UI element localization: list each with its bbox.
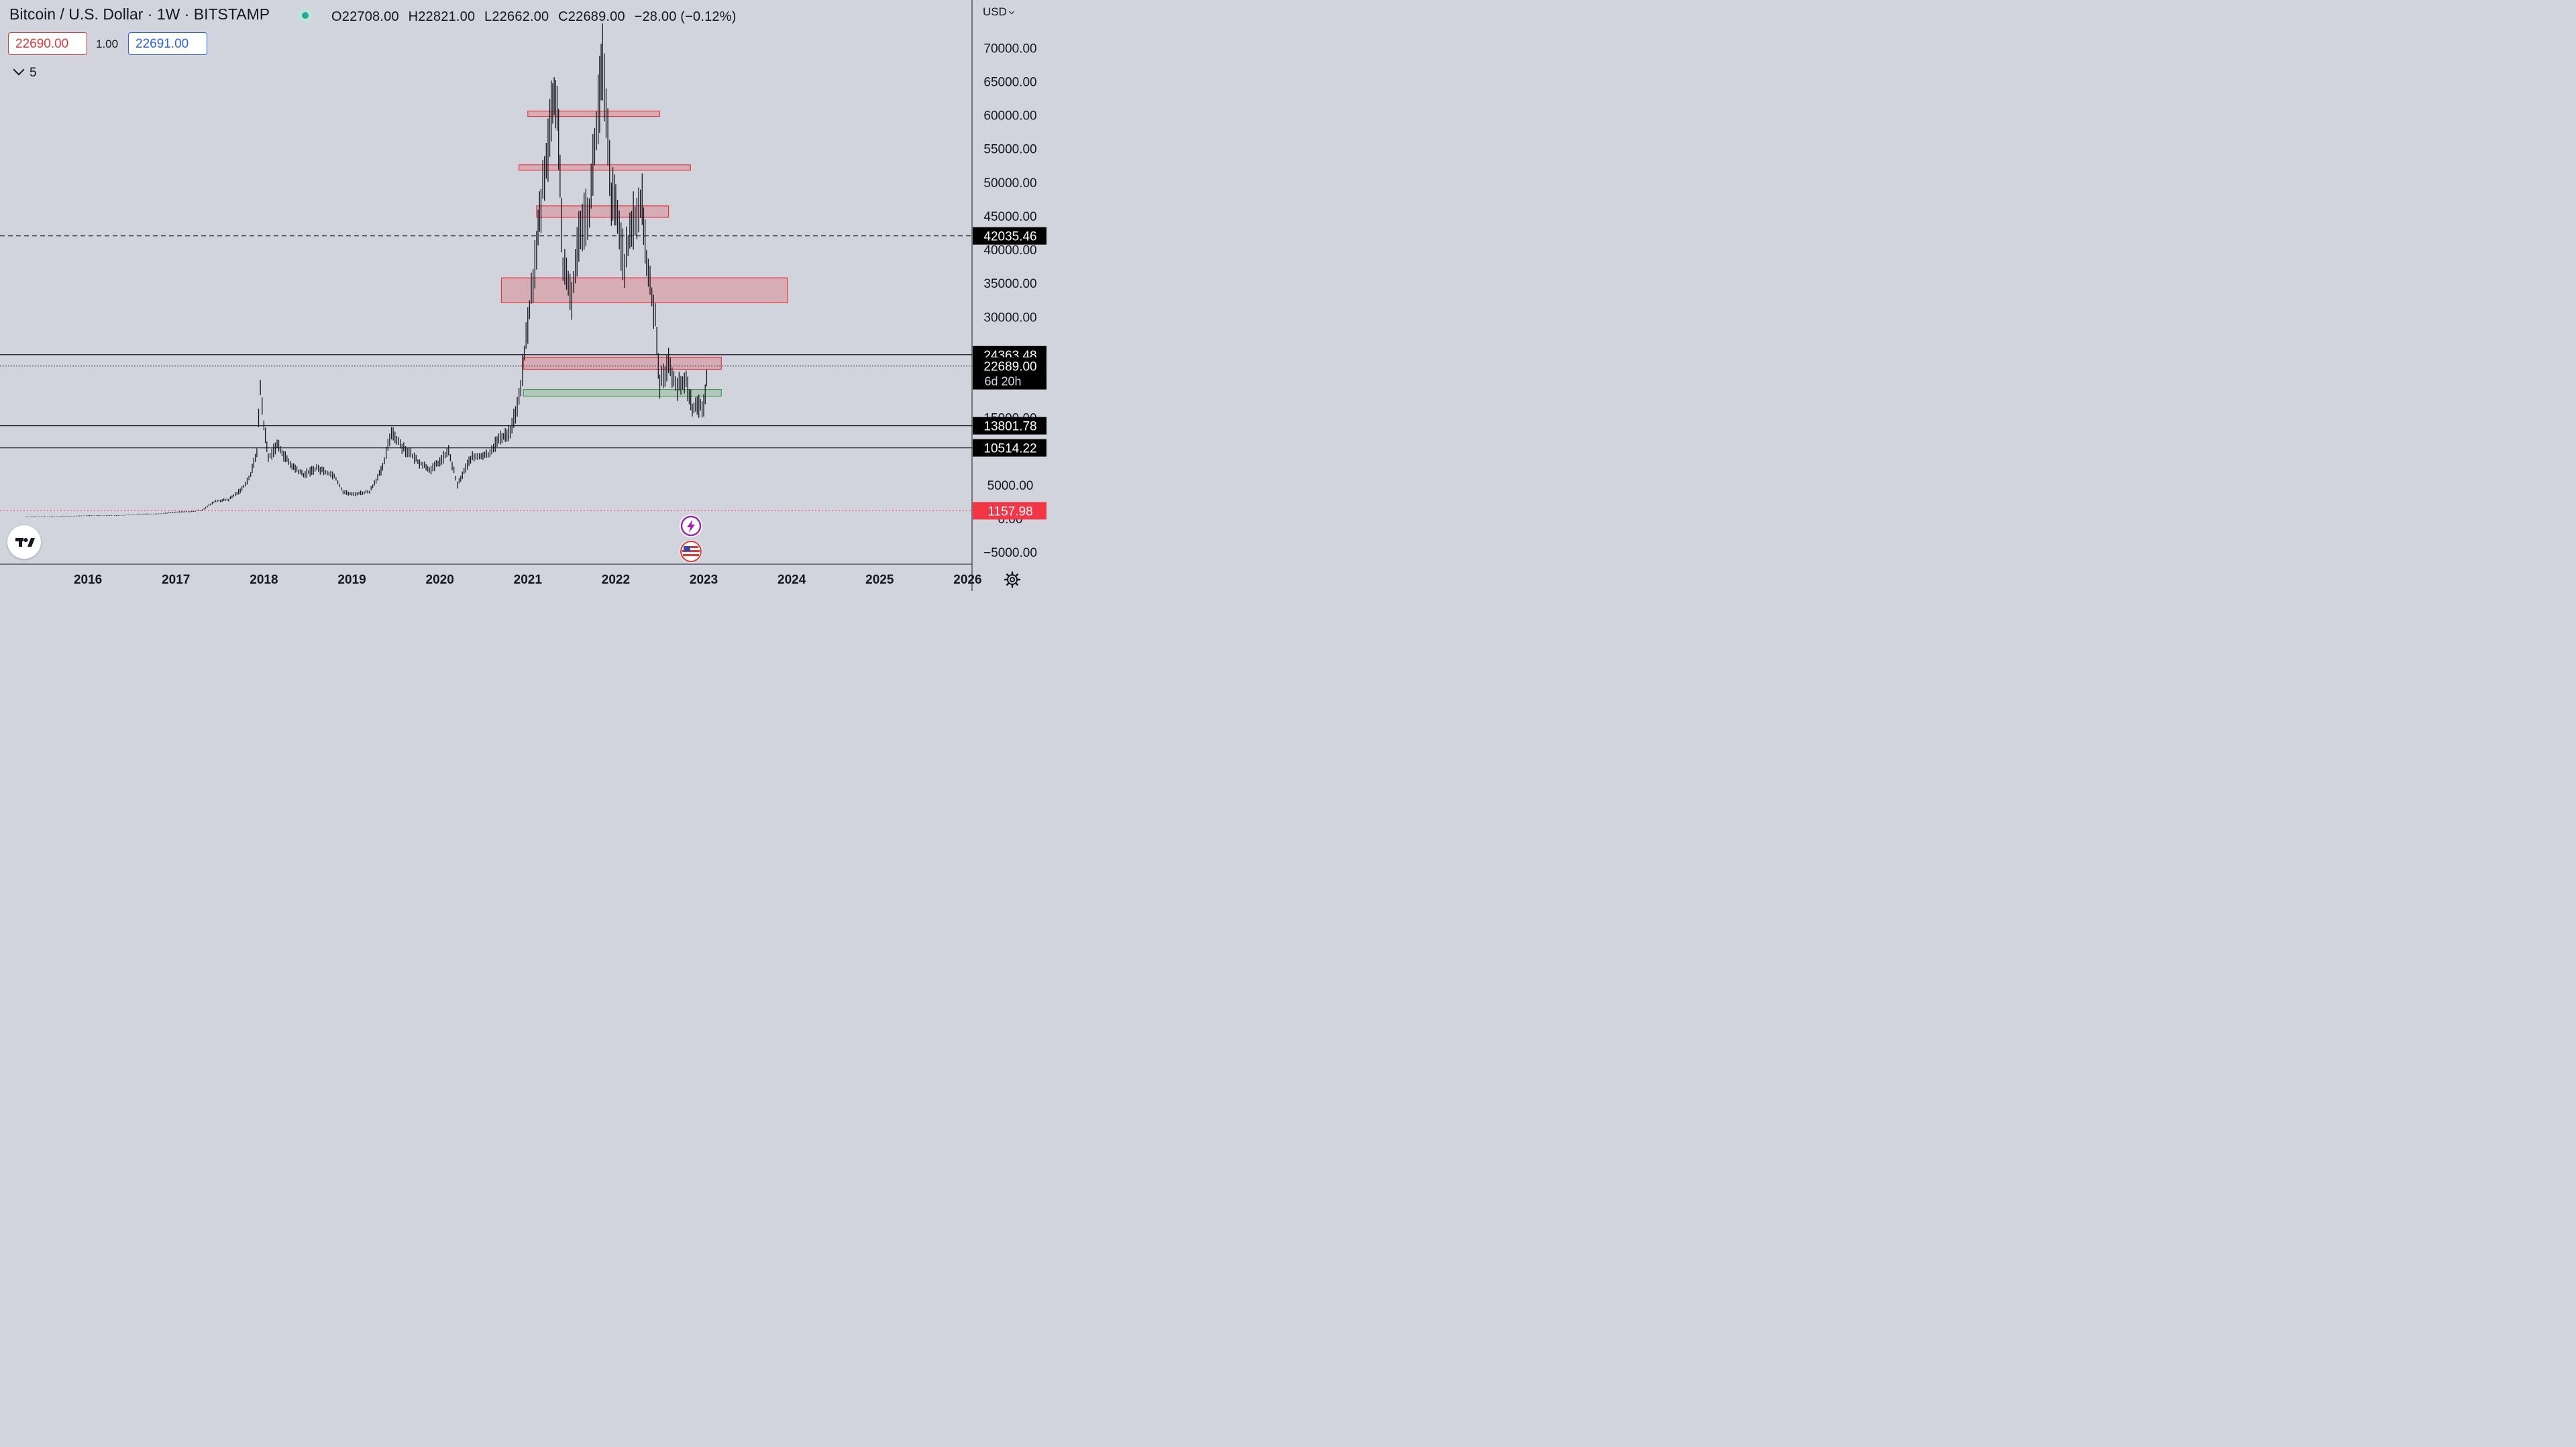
price-chart[interactable]: 70000.0065000.0060000.0055000.0050000.00…: [0, 0, 1052, 591]
last-price-label: 22689.00: [983, 360, 1036, 374]
bar-countdown-label: 6d 20h: [984, 375, 1021, 388]
time-tick-label: 2025: [865, 573, 894, 587]
level-price-label-bg: [973, 417, 1046, 435]
zone-layer: [500, 110, 788, 397]
time-tick-label: 2021: [514, 573, 543, 587]
chevron-down-icon: [13, 64, 25, 76]
level-price-label: 42035.46: [983, 230, 1036, 244]
sell-price-button[interactable]: 22690.00: [8, 32, 87, 55]
level-price-label: 13801.78: [983, 420, 1036, 434]
level-price-label-bg: [973, 227, 1046, 245]
currency-label: USD: [983, 5, 1007, 18]
level-price-label: 10514.22: [983, 442, 1036, 456]
currency-dropdown[interactable]: USD: [983, 5, 1015, 19]
time-tick-label: 2016: [74, 573, 102, 587]
price-tick-label: 60000.00: [983, 109, 1036, 123]
ohlc-low-value: 22662.00: [492, 9, 549, 24]
resistance-zone: [500, 277, 788, 303]
chevron-down-icon: [1008, 8, 1015, 15]
time-tick-label: 2026: [953, 573, 981, 587]
level-layer: [0, 235, 972, 511]
time-tick-label: 2023: [690, 573, 718, 587]
tradingview-logo-icon[interactable]: [7, 525, 41, 559]
price-tick-label: 50000.00: [983, 176, 1036, 191]
time-tick-label: 2017: [162, 573, 190, 587]
resistance-zone: [523, 356, 722, 370]
price-axis[interactable]: 70000.00 65000.00 60000.00 55000.00 50000.00…: [983, 42, 1037, 560]
time-tick-label: 2018: [250, 573, 278, 587]
resistance-zone: [519, 164, 691, 171]
resistance-zone: [536, 205, 669, 218]
level-price-label: 1157.98: [987, 504, 1032, 519]
buy-price-button[interactable]: 22691.00: [128, 32, 207, 55]
time-tick-label: 2022: [602, 573, 630, 587]
resistance-zone: [527, 110, 661, 117]
price-tick-label: 5000.00: [987, 479, 1034, 493]
symbol-title[interactable]: Bitcoin / U.S. Dollar · 1W · BITSTAMP: [9, 5, 270, 23]
level-price-label-bg: [973, 502, 1046, 520]
price-tick-label: 45000.00: [983, 210, 1036, 224]
time-tick-label: 2024: [777, 573, 806, 587]
ohlc-high-key: H: [408, 9, 419, 24]
price-tick-label: 55000.00: [983, 143, 1036, 157]
price-tick-label: −5000.00: [983, 546, 1037, 560]
price-tick-label: 70000.00: [983, 42, 1036, 56]
ohlc-open-key: O: [331, 9, 342, 24]
ohlc-close-value: 22689.00: [568, 9, 625, 24]
ohlc-readout: O22708.00 H22821.00 L22662.00 C22689.00 …: [331, 9, 742, 25]
price-tick-label: 40000.00: [983, 244, 1036, 258]
time-tick-label: 2020: [426, 573, 454, 587]
lightning-event-icon[interactable]: [680, 515, 702, 537]
ohlc-low-key: L: [484, 9, 492, 24]
us-flag-event-icon[interactable]: [680, 540, 702, 563]
price-tick-label: 65000.00: [983, 75, 1036, 89]
ohlc-open-value: 22708.00: [341, 9, 399, 24]
level-labels: 42035.4624363.4813801.7810514.221157.982…: [973, 227, 1046, 520]
settings-gear-icon[interactable]: [1004, 571, 1021, 588]
indicators-toggle[interactable]: 5: [13, 64, 37, 81]
price-tick-label: 35000.00: [983, 277, 1036, 291]
support-zone: [523, 388, 722, 397]
ohlc-change: −28.00 (−0.12%): [634, 9, 737, 24]
ohlc-close-key: C: [558, 9, 568, 24]
level-price-label-bg: [973, 439, 1046, 457]
time-tick-label: 2019: [337, 573, 366, 587]
price-layer: [25, 23, 708, 518]
live-status-dot-icon: [298, 8, 313, 23]
time-axis[interactable]: 2016 2017 2018 2019 2020 2021 2022 2023 2024 2025…: [74, 573, 982, 587]
indicator-count: 5: [30, 66, 37, 80]
ohlc-high-value: 22821.00: [418, 9, 476, 24]
price-tick-label: 30000.00: [983, 311, 1036, 325]
last-price-label-bg: [973, 357, 1046, 390]
spread-value: 1.00: [96, 38, 119, 50]
